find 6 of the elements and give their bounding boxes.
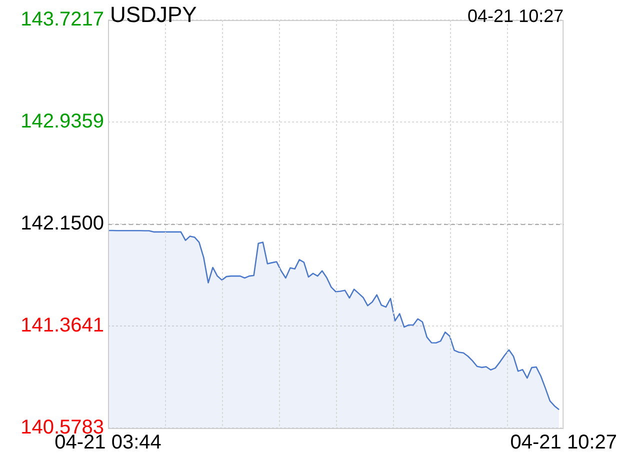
y-tick-label: 142.1500 <box>20 212 104 235</box>
y-tick-label: 142.9359 <box>20 110 104 133</box>
chart-title: USDJPY <box>110 2 198 27</box>
y-tick-label: 143.7217 <box>20 8 104 31</box>
y-tick-label: 141.3641 <box>20 314 104 337</box>
annotation: 04-21 10:27 <box>468 6 564 26</box>
